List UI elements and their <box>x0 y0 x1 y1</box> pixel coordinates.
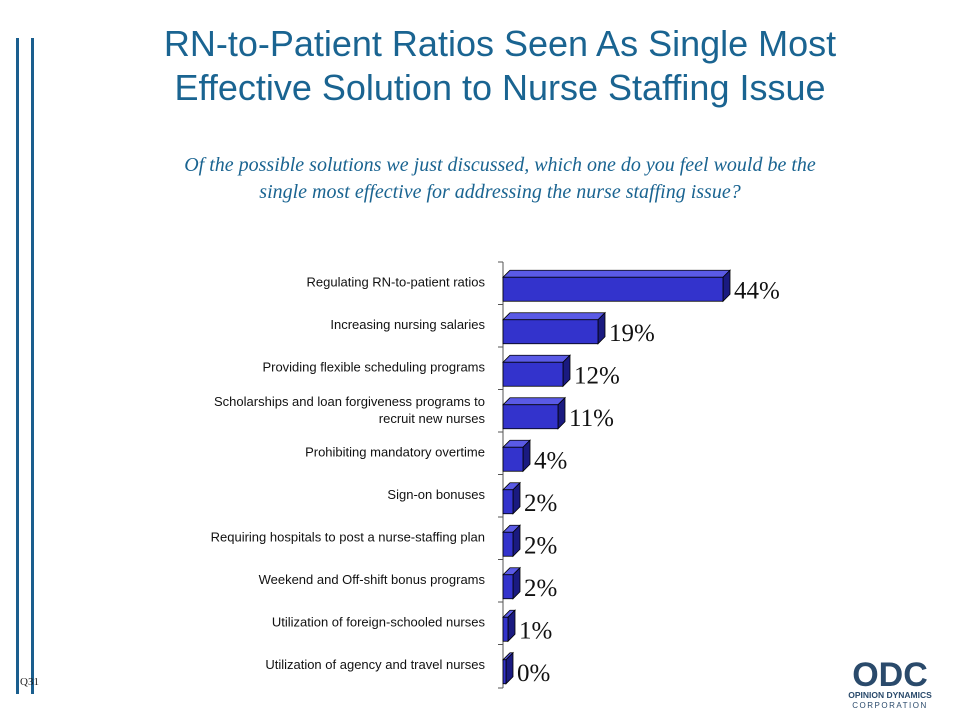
category-label: Providing flexible scheduling programs <box>262 359 485 374</box>
logo-mark: ODC <box>852 658 928 694</box>
category-label: Utilization of foreign-schooled nurses <box>272 614 486 629</box>
bar <box>502 446 524 472</box>
category-label: Utilization of agency and travel nurses <box>265 657 485 672</box>
data-label: 2% <box>524 575 557 602</box>
data-label: 11% <box>569 405 614 432</box>
bar <box>502 276 724 302</box>
bar <box>502 489 514 515</box>
logo-line-2: CORPORATION <box>852 701 927 710</box>
bar-top-face <box>502 269 731 278</box>
left-accent-bar-1 <box>16 38 19 694</box>
bar-top-face <box>502 397 566 406</box>
bar-top-face <box>502 312 606 321</box>
category-label: Weekend and Off-shift bonus programs <box>259 572 486 587</box>
logo-line-1: OPINION DYNAMICS <box>848 690 932 700</box>
data-label: 1% <box>519 617 552 644</box>
question-text: Of the possible solutions we just discus… <box>184 154 816 203</box>
data-label: 2% <box>524 490 557 517</box>
bar <box>502 659 507 685</box>
left-accent-bar-2 <box>31 38 34 694</box>
data-label: 4% <box>534 447 567 474</box>
bar <box>502 361 564 387</box>
bar <box>502 319 599 345</box>
bar-top-face <box>502 354 571 363</box>
bar <box>502 404 559 430</box>
category-label: Regulating RN-to-patient ratios <box>307 274 486 289</box>
category-label: Sign-on bonuses <box>387 487 485 502</box>
category-label: Requiring hospitals to post a nurse-staf… <box>211 529 485 544</box>
question-code: Q31 <box>20 676 39 688</box>
data-label: 19% <box>609 320 655 347</box>
data-label: 44% <box>734 277 780 304</box>
category-label: Scholarships and loan forgiveness progra… <box>214 394 485 426</box>
category-label: Increasing nursing salaries <box>330 317 485 332</box>
odc-logo: ODC OPINION DYNAMICS CORPORATION <box>848 658 932 710</box>
data-label: 2% <box>524 532 557 559</box>
bar <box>502 531 514 557</box>
bar <box>502 574 514 600</box>
data-label: 0% <box>517 660 550 687</box>
bar <box>502 616 509 642</box>
data-label: 12% <box>574 362 620 389</box>
category-label: Prohibiting mandatory overtime <box>305 444 485 459</box>
page-title: RN-to-Patient Ratios Seen As Single Most… <box>163 23 837 108</box>
